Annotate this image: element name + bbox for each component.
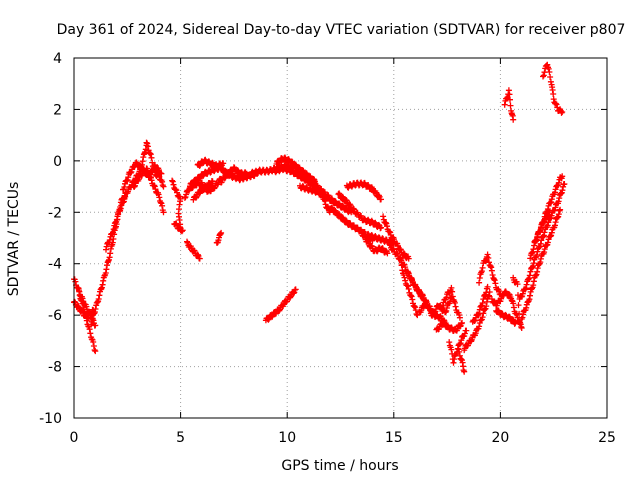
grid [74, 58, 607, 418]
axis-ticks [73, 57, 608, 419]
x-tick-label: 25 [598, 430, 616, 446]
y-tick-label: -8 [48, 360, 62, 376]
y-tick-label: -10 [39, 411, 62, 427]
y-tick-label: 0 [53, 154, 62, 170]
y-tick-label: 4 [53, 51, 62, 67]
chart-title: Day 361 of 2024, Sidereal Day-to-day VTE… [57, 22, 626, 38]
data-series [262, 154, 451, 329]
x-tick-label: 10 [278, 430, 296, 446]
tick-labels: 0 5 10 15 20 25 -10 -8 -6 -4 -2 0 2 4 [39, 51, 616, 446]
data-point-markers [262, 154, 451, 329]
y-axis-title: SDTVAR / TECUs [6, 182, 22, 297]
data-series [71, 139, 297, 355]
data-point-markers [416, 61, 568, 375]
y-tick-label: -4 [48, 257, 62, 273]
x-tick-label: 5 [176, 430, 185, 446]
x-tick-label: 20 [491, 430, 509, 446]
data-point-markers [71, 139, 297, 355]
x-tick-label: 15 [385, 430, 403, 446]
y-tick-label: -2 [48, 205, 62, 221]
data-series [416, 61, 568, 375]
x-axis-title: GPS time / hours [281, 458, 398, 474]
y-tick-label: 2 [53, 102, 62, 118]
data-markers [71, 61, 568, 375]
plot-frame [73, 57, 608, 419]
x-tick-label: 0 [70, 430, 79, 446]
y-tick-label: -6 [48, 308, 62, 324]
